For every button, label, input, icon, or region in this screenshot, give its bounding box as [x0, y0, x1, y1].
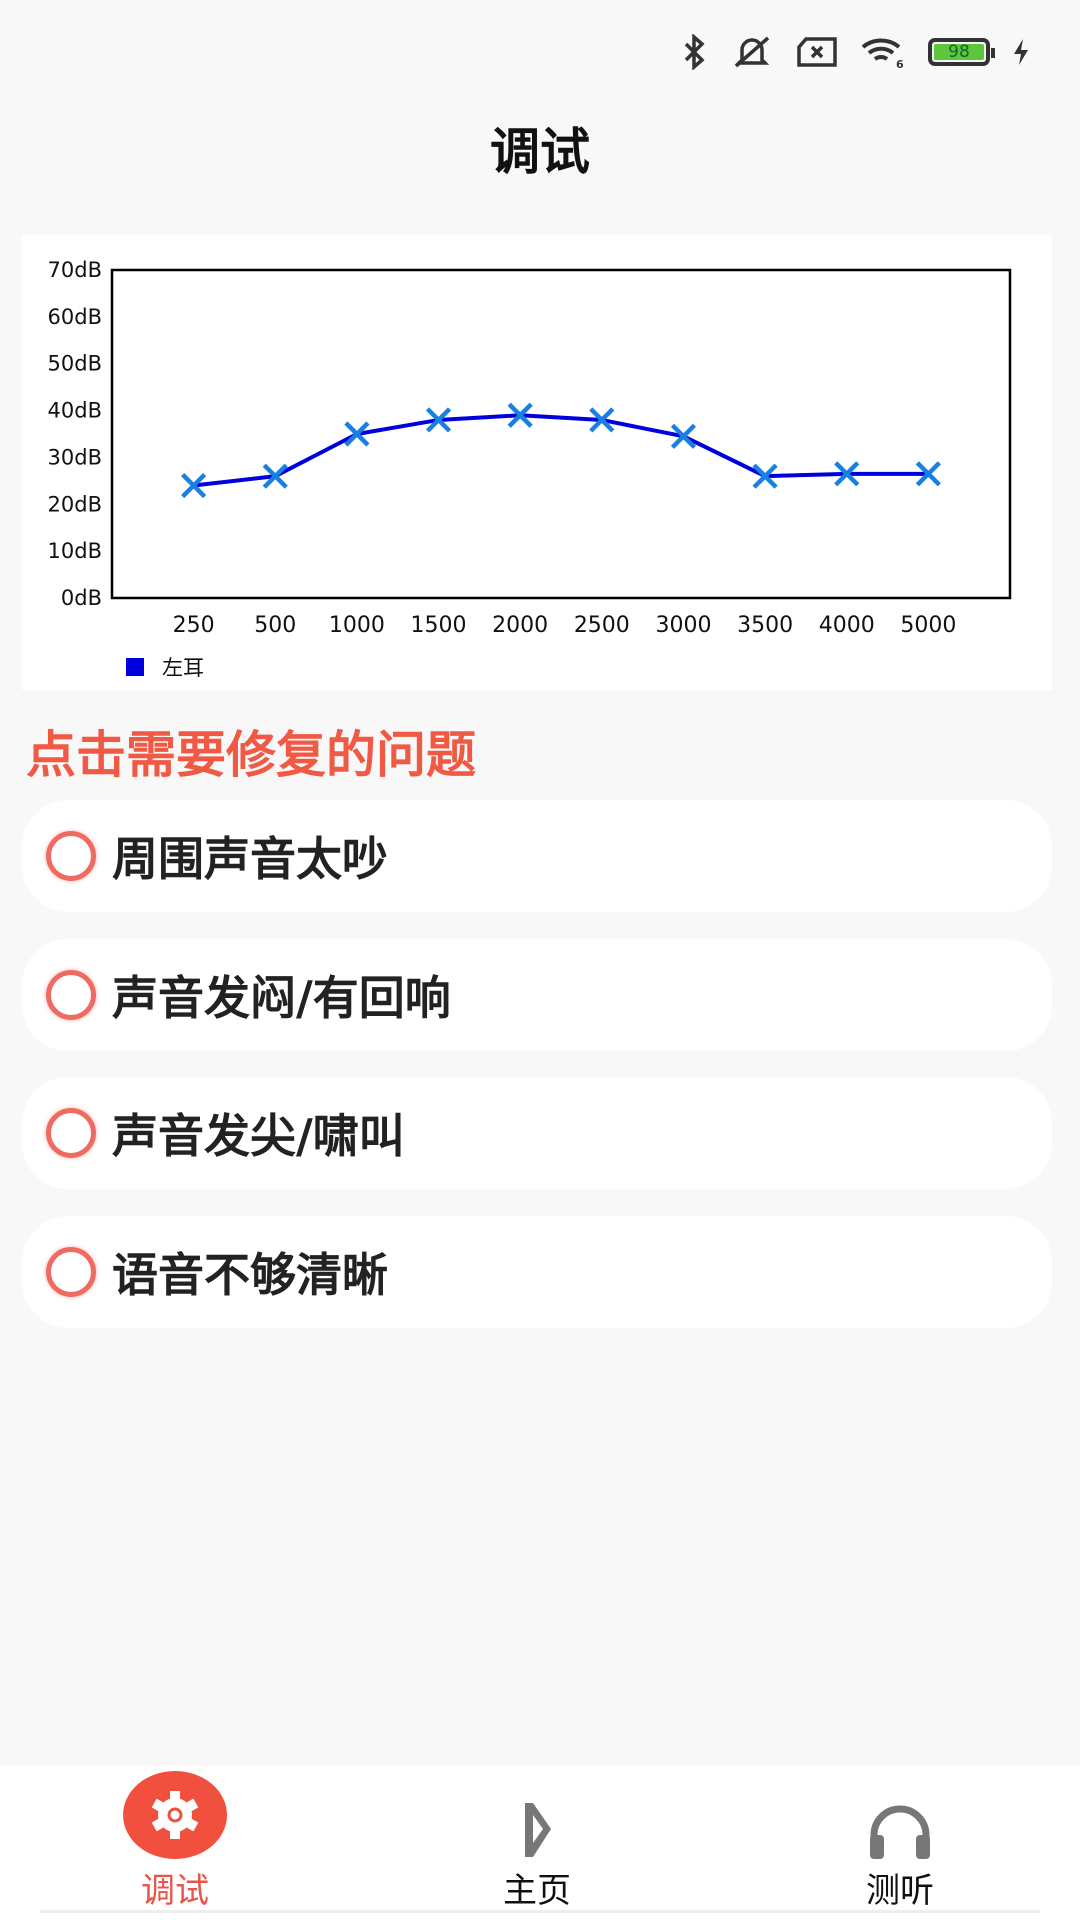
section-heading: 点击需要修复的问题 — [26, 726, 476, 784]
data-point-marker — [915, 461, 941, 487]
legend-swatch — [126, 658, 144, 676]
series-line — [193, 413, 929, 488]
data-point-marker — [262, 463, 288, 489]
home-logo-icon — [525, 1803, 551, 1857]
option-item[interactable]: 语音不够清晰 — [22, 1216, 1052, 1328]
radio-circle-icon[interactable] — [46, 970, 96, 1020]
gear-icon — [123, 1771, 227, 1859]
tab-home[interactable]: 主页 — [437, 1765, 637, 1911]
option-item[interactable]: 声音发尖/啸叫 — [22, 1077, 1052, 1189]
data-point-marker — [589, 407, 615, 433]
y-tick-label: 30dB — [48, 445, 102, 469]
x-tick-label: 2000 — [492, 613, 548, 638]
option-label: 周围声音太吵 — [112, 832, 388, 886]
hearing-chart: 0dB 10dB 20dB 30dB 40dB 50dB 60dB 70dB 250 500 100… — [22, 235, 1052, 690]
bottom-nav: 调试 主页 测听 — [0, 1765, 1080, 1920]
tab-label: 调试 — [141, 1871, 209, 1911]
tab-debug[interactable]: 调试 — [75, 1765, 275, 1911]
radio-circle-icon[interactable] — [46, 1108, 96, 1158]
radio-circle-icon[interactable] — [46, 1247, 96, 1297]
data-point-marker — [752, 463, 778, 489]
x-tick-label: 1000 — [329, 613, 385, 638]
x-tick-label: 4000 — [819, 613, 875, 638]
x-tick-label: 3500 — [737, 613, 793, 638]
svg-text:6: 6 — [896, 58, 904, 69]
y-tick-label: 50dB — [48, 352, 102, 376]
option-label: 语音不够清晰 — [112, 1248, 388, 1302]
legend-label: 左耳 — [162, 656, 204, 680]
radio-circle-icon[interactable] — [46, 831, 96, 881]
plot-frame — [110, 268, 1012, 600]
data-point-marker — [670, 423, 697, 449]
data-point-marker — [181, 472, 207, 499]
page-title: 调试 — [490, 123, 590, 181]
wifi-6-icon: 6 — [861, 38, 904, 69]
x-tick-label: 2500 — [574, 613, 630, 638]
tab-hearing-test[interactable]: 测听 — [800, 1765, 1000, 1911]
x-tick-label: 1500 — [411, 613, 467, 638]
x-tick-label: 500 — [254, 613, 296, 638]
x-tick-label: 3000 — [655, 613, 711, 638]
no-sim-icon — [797, 37, 837, 67]
y-tick-label: 0dB — [61, 586, 102, 610]
y-tick-label: 10dB — [48, 539, 102, 563]
data-point-marker — [507, 402, 533, 428]
data-point-marker — [344, 421, 370, 447]
mute-bell-icon — [734, 36, 770, 68]
headphones-icon — [870, 1805, 930, 1859]
battery-icon: 98 — [928, 38, 995, 66]
data-point-marker — [425, 407, 452, 433]
option-item[interactable]: 声音发闷/有回响 — [22, 939, 1052, 1051]
option-label: 声音发闷/有回响 — [112, 971, 451, 1025]
charging-icon — [1014, 39, 1028, 65]
y-tick-label: 20dB — [48, 492, 102, 516]
y-tick-label: 70dB — [48, 258, 102, 282]
tab-label: 测听 — [866, 1871, 934, 1911]
y-tick-label: 60dB — [48, 305, 102, 329]
x-tick-label: 5000 — [900, 613, 956, 638]
x-tick-label: 250 — [173, 613, 215, 638]
option-item[interactable]: 周围声音太吵 — [22, 800, 1052, 912]
status-bar: 6 98 — [682, 30, 1030, 74]
battery-level: 98 — [934, 44, 984, 61]
chart-svg: 0dB 10dB 20dB 30dB 40dB 50dB 60dB 70dB 250 500 100… — [48, 258, 1012, 680]
nav-divider — [40, 1910, 1040, 1913]
bluetooth-icon — [684, 34, 705, 70]
option-label: 声音发尖/啸叫 — [112, 1109, 405, 1163]
y-tick-label: 40dB — [48, 399, 102, 423]
tab-label: 主页 — [503, 1871, 571, 1911]
data-point-marker — [834, 461, 860, 487]
